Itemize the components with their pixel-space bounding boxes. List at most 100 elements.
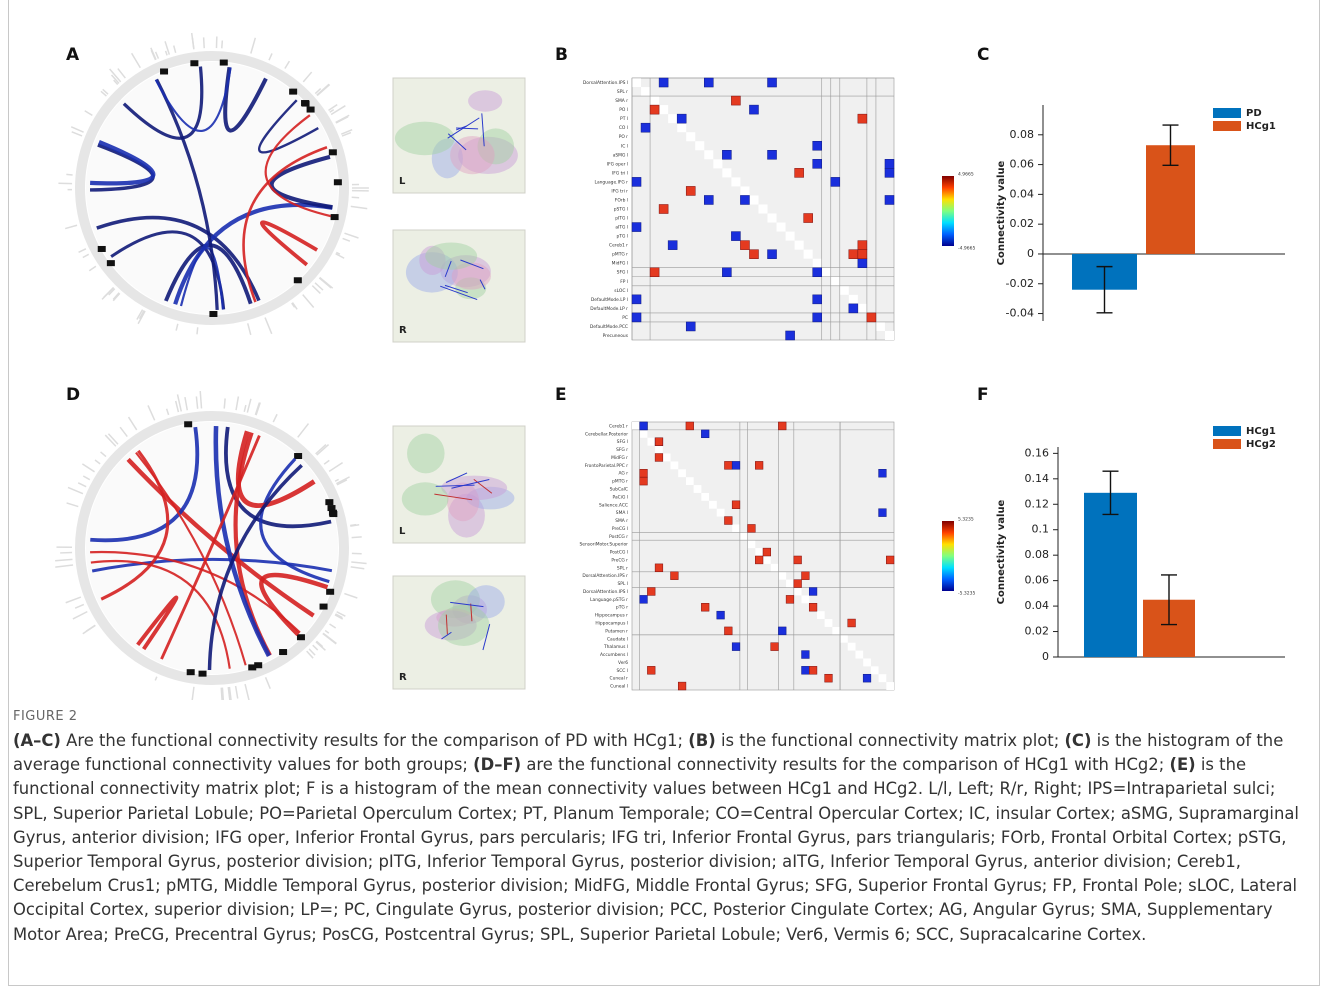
- matrix-diagonal: [732, 524, 740, 533]
- matrix-row-label: aSMG l: [613, 152, 628, 158]
- connectogram-spike: [173, 45, 177, 53]
- matrix-cell: [716, 610, 725, 620]
- colorbar-max: 4.9665: [958, 172, 974, 178]
- connectogram-spike: [164, 41, 171, 55]
- matrix-cell: [886, 555, 895, 565]
- matrix-diagonal: [650, 96, 660, 106]
- matrix-cell: [803, 213, 813, 223]
- connectogram-ring: [75, 411, 349, 685]
- connectogram-spike: [319, 276, 334, 289]
- connectogram-spike: [268, 53, 273, 61]
- matrix-row-label: Hippocampus r: [595, 613, 628, 619]
- brain-region: [425, 242, 478, 270]
- matrix-diagonal: [685, 477, 694, 486]
- matrix-row-label: Thalamus l: [603, 644, 628, 650]
- matrix-cell: [824, 673, 833, 683]
- connectogram-spike: [351, 561, 367, 565]
- matrix-diagonal: [824, 619, 833, 627]
- legend-swatch: [1213, 439, 1241, 449]
- matrix-row-label: Precuneous: [603, 333, 629, 339]
- brain-link: [450, 601, 484, 608]
- matrix-cell: [878, 508, 887, 517]
- matrix-row-label: Salience.ACC: [599, 502, 628, 508]
- matrix-cell: [812, 140, 822, 151]
- matrix-diagonal: [786, 579, 794, 588]
- brain-region: [394, 121, 455, 156]
- matrix-row-label: SCC l: [616, 668, 628, 674]
- connectogram-spike: [137, 310, 146, 325]
- matrix-cell: [847, 618, 856, 628]
- error-bar: [1096, 265, 1113, 314]
- matrix-row-label: DefaultMode.LP r: [590, 306, 628, 312]
- connectogram-link: [242, 145, 328, 303]
- connectogram-spike: [344, 592, 358, 599]
- matrix-diagonal: [821, 267, 831, 277]
- matrix-diagonal: [778, 571, 787, 580]
- matrix-cell: [857, 258, 868, 268]
- legend-swatch: [1213, 108, 1241, 118]
- connectogram-spike: [315, 640, 324, 648]
- matrix-cell: [639, 469, 648, 478]
- legend-label: PD: [1246, 108, 1262, 119]
- matrix-row-label: Cereb1 r: [609, 423, 628, 429]
- connectogram-spike: [119, 426, 128, 438]
- connectogram-spike: [312, 644, 319, 651]
- matrix-row-label: PaCiG l: [613, 494, 628, 500]
- connectogram-link: [135, 451, 247, 666]
- matrix-cell: [884, 195, 895, 205]
- matrix-row-label: SPL r: [617, 565, 628, 571]
- brain-link: [445, 614, 448, 635]
- y-tick-label: 0.08: [1010, 128, 1035, 141]
- matrix-row-label: FP l: [620, 279, 628, 285]
- connectogram-spike: [250, 37, 257, 54]
- matrix-row-label: Putamen r: [605, 628, 628, 634]
- matrix-cell: [857, 113, 868, 124]
- caption-bold: (E): [1169, 755, 1196, 775]
- matrix-cell: [770, 642, 779, 651]
- matrix-cell: [767, 77, 777, 88]
- matrix-cell: [808, 603, 818, 612]
- brain-region: [441, 475, 508, 501]
- brain-region: [451, 262, 491, 290]
- connectogram-spike: [254, 402, 261, 416]
- connectogram-link: [126, 457, 315, 618]
- connectogram-spike: [334, 614, 344, 620]
- caption-bold: (B): [688, 731, 716, 750]
- brain-region: [438, 604, 490, 646]
- connectogram-node: [219, 59, 228, 66]
- matrix-row-label: CO l: [619, 125, 628, 131]
- connectogram-link: [122, 66, 204, 140]
- matrix-diagonal: [693, 485, 702, 493]
- brain-region: [467, 585, 505, 619]
- matrix-diagonal: [740, 186, 750, 196]
- connectogram-node: [301, 100, 310, 107]
- matrix-row-label: DorsalAttention.IPS r: [582, 573, 628, 579]
- matrix-diagonal: [739, 532, 748, 541]
- matrix-cell: [654, 563, 664, 573]
- brain-region: [405, 252, 458, 293]
- connectogram-link: [259, 572, 329, 637]
- matrix-cell: [878, 469, 887, 478]
- connectogram-spike: [330, 105, 346, 116]
- connectogram-node: [254, 662, 263, 669]
- y-tick-label: 0: [1042, 650, 1049, 663]
- matrix-cell: [685, 186, 696, 196]
- connectogram-link: [154, 67, 232, 132]
- connectogram-spike: [65, 596, 82, 604]
- caption-text: is the functional connectivity matrix pl…: [715, 731, 1065, 750]
- brain-region: [448, 493, 485, 538]
- matrix-row-label: MidFG l: [612, 261, 628, 267]
- connectogram-node: [306, 106, 315, 113]
- connectogram-node: [248, 664, 257, 671]
- matrix-cell: [670, 571, 679, 580]
- matrix-cell: [647, 666, 656, 675]
- matrix-row-label: sLOC l: [614, 288, 628, 294]
- brain-view: [392, 425, 526, 544]
- matrix-cell: [658, 77, 669, 88]
- error-bar: [1162, 124, 1179, 167]
- connectogram-spike: [154, 51, 160, 59]
- connectogram-spike: [334, 478, 339, 482]
- matrix-cell: [801, 666, 810, 675]
- connectogram-spike: [223, 398, 226, 409]
- matrix-diagonal: [716, 508, 725, 517]
